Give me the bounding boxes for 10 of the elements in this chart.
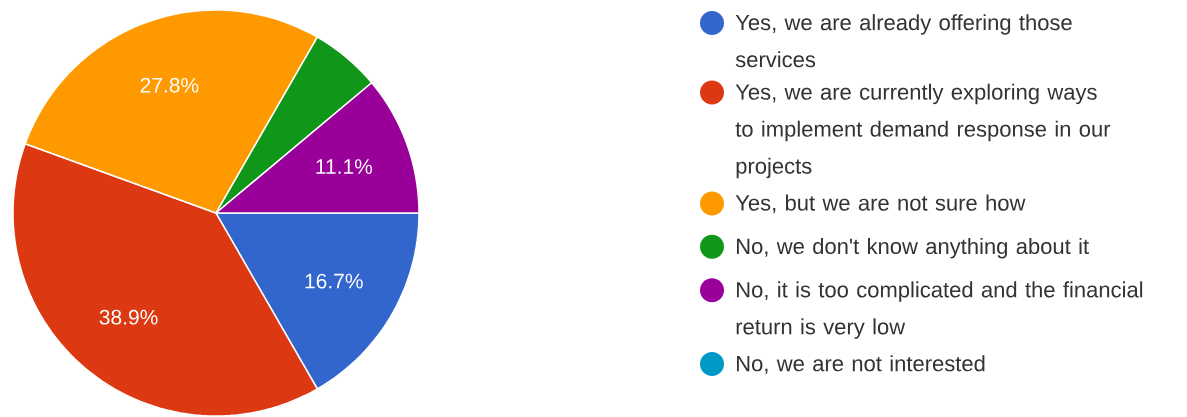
data-label: 38.9% [99,309,158,325]
legend-label: No, we are not interested [737,355,985,374]
data-label: 27.8% [140,77,199,93]
legend-label: No, it is too complicated and the financial return is very low [736,281,1143,339]
data-label: 11.1% [316,159,373,174]
legend-label: Yes, we are already offering those services [735,14,1072,68]
data-label: 16.7% [305,273,363,289]
legend-label: Yes, but we are not sure how [735,194,1026,214]
legend-label: No, we don't know anything about it [737,237,1089,259]
legend-label: Yes, we are currently exploring ways to implement demand response in our projects [735,83,1111,179]
